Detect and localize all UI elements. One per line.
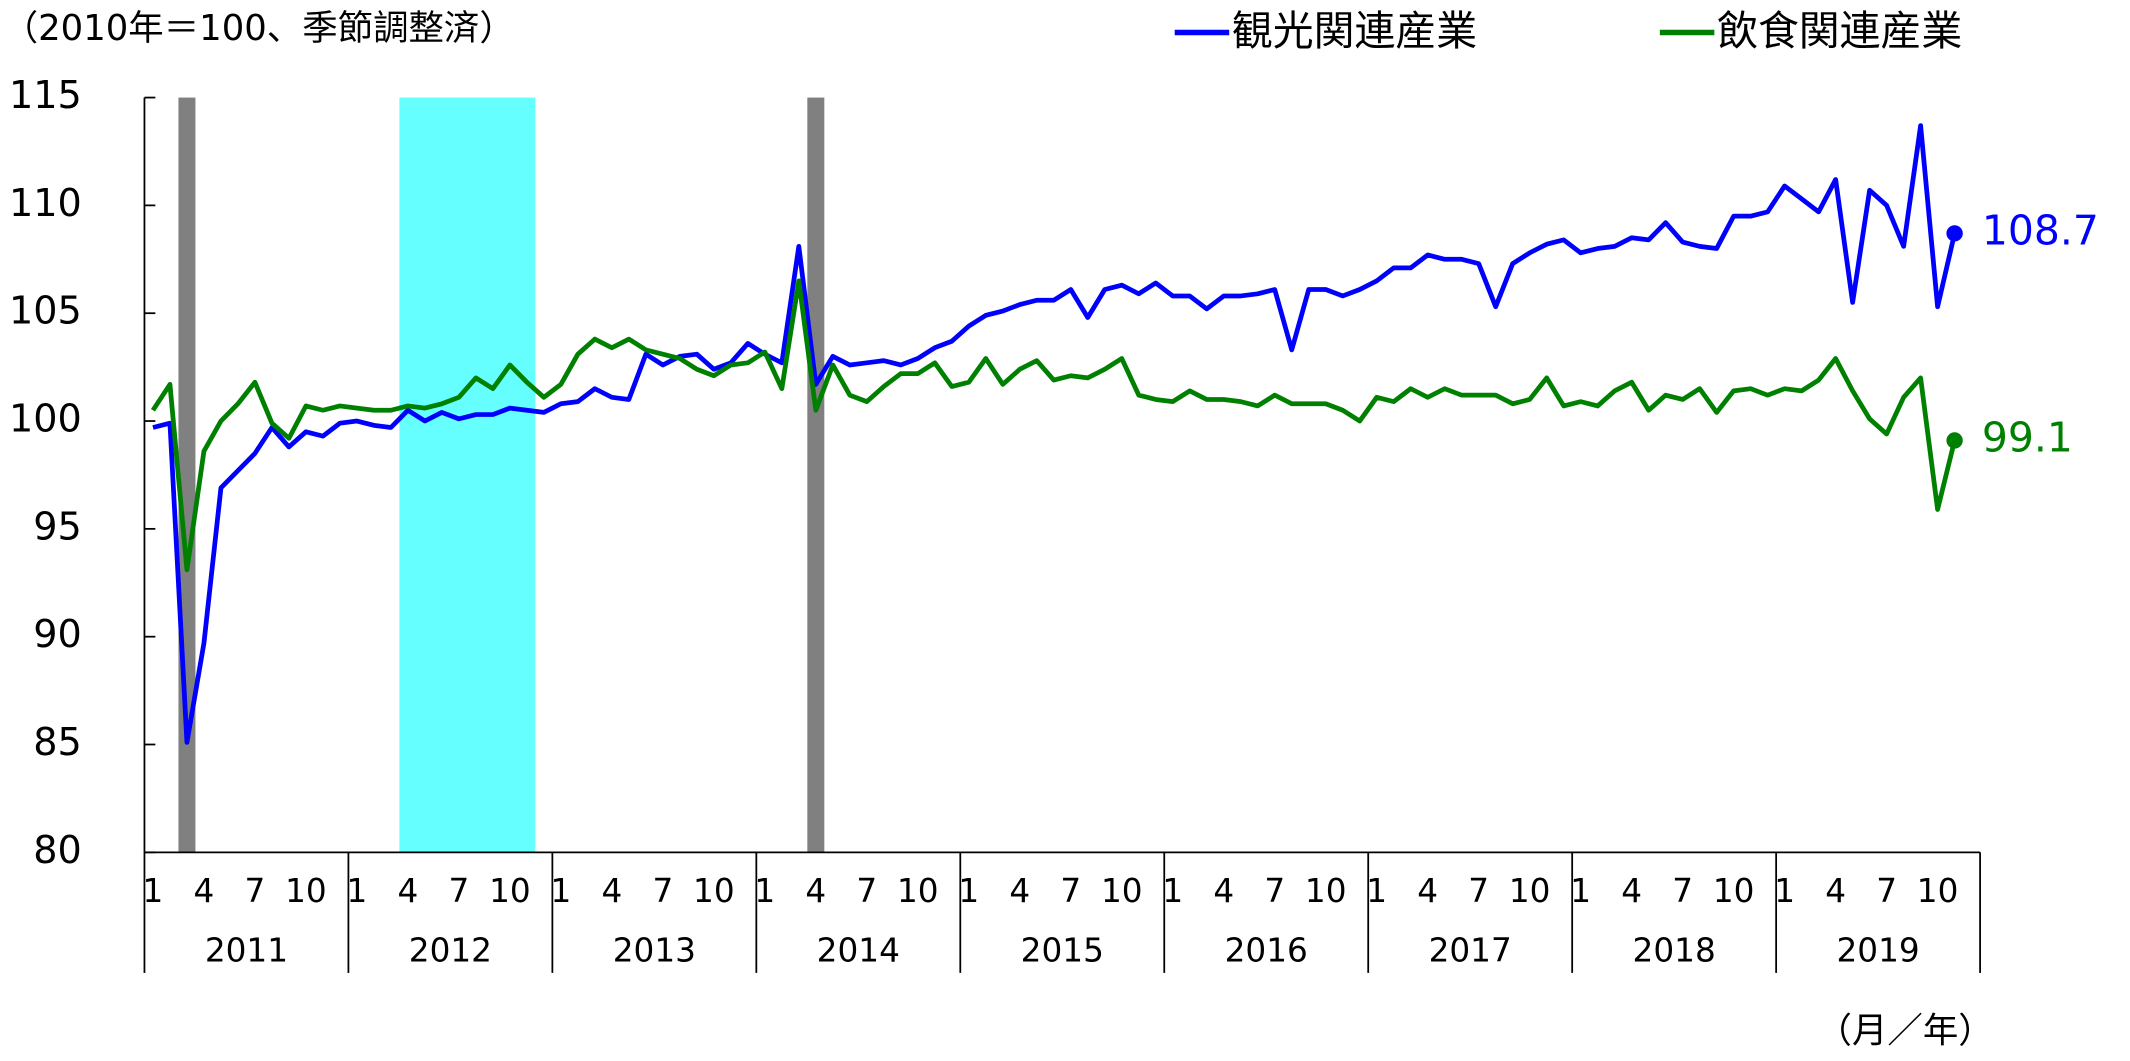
month-label: 10 xyxy=(1509,872,1551,910)
month-label: 7 xyxy=(1060,872,1081,910)
month-label: 1 xyxy=(1774,872,1795,910)
month-label: 1 xyxy=(1366,872,1387,910)
year-label: 2017 xyxy=(1429,932,1512,970)
y-tick-label: 90 xyxy=(33,612,82,656)
month-label: 4 xyxy=(1417,872,1438,910)
month-label: 10 xyxy=(897,872,939,910)
month-label: 1 xyxy=(958,872,979,910)
year-label: 2018 xyxy=(1633,932,1716,970)
y-tick-label: 80 xyxy=(33,828,82,872)
month-label: 1 xyxy=(1162,872,1183,910)
month-label: 7 xyxy=(1672,872,1693,910)
year-label: 2014 xyxy=(817,932,900,970)
month-label: 1 xyxy=(143,872,164,910)
month-label: 1 xyxy=(1570,872,1591,910)
shaded-period xyxy=(399,97,536,853)
month-label: 7 xyxy=(245,872,266,910)
year-label: 2012 xyxy=(409,932,492,970)
month-label: 10 xyxy=(1917,872,1959,910)
month-label: 10 xyxy=(489,872,531,910)
end-label: 99.1 xyxy=(1982,414,2073,462)
month-label: 10 xyxy=(285,872,327,910)
end-point xyxy=(1946,225,1963,242)
month-label: 10 xyxy=(693,872,735,910)
x-axis-label: （月／年） xyxy=(1817,1011,1994,1052)
month-label: 1 xyxy=(550,872,571,910)
series-line xyxy=(150,278,1957,573)
month-label: 4 xyxy=(397,872,418,910)
year-label: 2013 xyxy=(613,932,696,970)
month-label: 10 xyxy=(1713,872,1755,910)
month-label: 7 xyxy=(652,872,673,910)
shaded-period xyxy=(807,97,825,853)
month-label: 7 xyxy=(1468,872,1489,910)
year-label: 2011 xyxy=(205,932,288,970)
legend-label: 飲食関連産業 xyxy=(1717,7,1962,55)
month-label: 10 xyxy=(1101,872,1143,910)
month-label: 7 xyxy=(1876,872,1897,910)
month-label: 7 xyxy=(856,872,877,910)
y-tick-label: 100 xyxy=(9,397,82,441)
chart-note: （2010年＝100、季節調整済） xyxy=(3,8,515,49)
legend-label: 観光関連産業 xyxy=(1232,7,1477,55)
month-label: 4 xyxy=(1621,872,1642,910)
series-line xyxy=(152,123,1957,745)
y-tick-label: 110 xyxy=(9,181,82,225)
year-label: 2019 xyxy=(1836,932,1919,970)
y-tick-label: 85 xyxy=(33,720,82,764)
y-tick-label: 115 xyxy=(9,73,82,117)
month-label: 4 xyxy=(1009,872,1030,910)
y-tick-label: 95 xyxy=(33,504,82,548)
year-label: 2015 xyxy=(1021,932,1104,970)
month-label: 4 xyxy=(194,872,215,910)
y-tick-label: 105 xyxy=(9,289,82,333)
end-label: 108.7 xyxy=(1982,206,2099,254)
end-point xyxy=(1946,432,1963,449)
month-label: 4 xyxy=(1213,872,1234,910)
month-label: 10 xyxy=(1305,872,1347,910)
year-label: 2016 xyxy=(1225,932,1308,970)
month-label: 1 xyxy=(754,872,775,910)
month-label: 4 xyxy=(601,872,622,910)
month-label: 4 xyxy=(805,872,826,910)
month-label: 7 xyxy=(448,872,469,910)
month-label: 7 xyxy=(1264,872,1285,910)
month-label: 4 xyxy=(1825,872,1846,910)
month-label: 1 xyxy=(347,872,368,910)
